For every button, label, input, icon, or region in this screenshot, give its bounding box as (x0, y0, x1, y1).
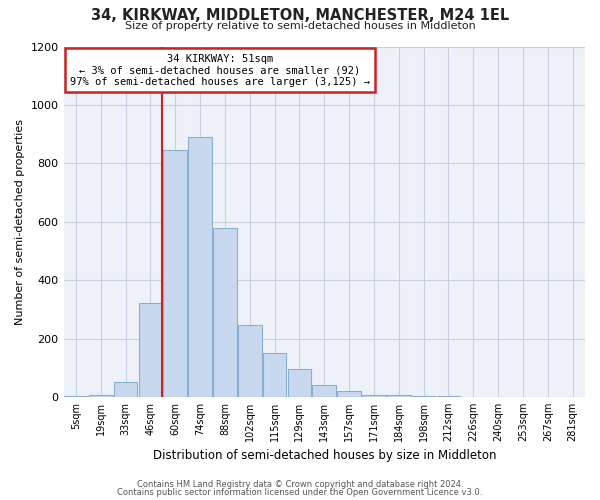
Text: Size of property relative to semi-detached houses in Middleton: Size of property relative to semi-detach… (125, 21, 475, 31)
Bar (114, 382, 137, 397)
Bar (188, 137, 212, 397)
Text: Contains public sector information licensed under the Open Government Licence v3: Contains public sector information licen… (118, 488, 482, 497)
Bar (337, 391, 361, 397)
Bar (387, 396, 410, 397)
Bar (163, 150, 187, 397)
Bar (213, 228, 237, 397)
Text: 34, KIRKWAY, MIDDLETON, MANCHESTER, M24 1EL: 34, KIRKWAY, MIDDLETON, MANCHESTER, M24 … (91, 8, 509, 22)
Bar (313, 385, 336, 397)
Bar (437, 396, 460, 397)
Text: 34 KIRKWAY: 51sqm
← 3% of semi-detached houses are smaller (92)
97% of semi-deta: 34 KIRKWAY: 51sqm ← 3% of semi-detached … (70, 54, 370, 86)
Bar (412, 396, 436, 397)
X-axis label: Distribution of semi-detached houses by size in Middleton: Distribution of semi-detached houses by … (152, 450, 496, 462)
Y-axis label: Number of semi-detached properties: Number of semi-detached properties (15, 118, 25, 324)
Text: Contains HM Land Registry data © Crown copyright and database right 2024.: Contains HM Land Registry data © Crown c… (137, 480, 463, 489)
Bar (287, 369, 311, 397)
Bar (263, 353, 286, 397)
Bar (64, 396, 88, 397)
Bar (139, 304, 162, 397)
Bar (89, 396, 113, 397)
Bar (238, 326, 262, 397)
Bar (362, 396, 386, 397)
